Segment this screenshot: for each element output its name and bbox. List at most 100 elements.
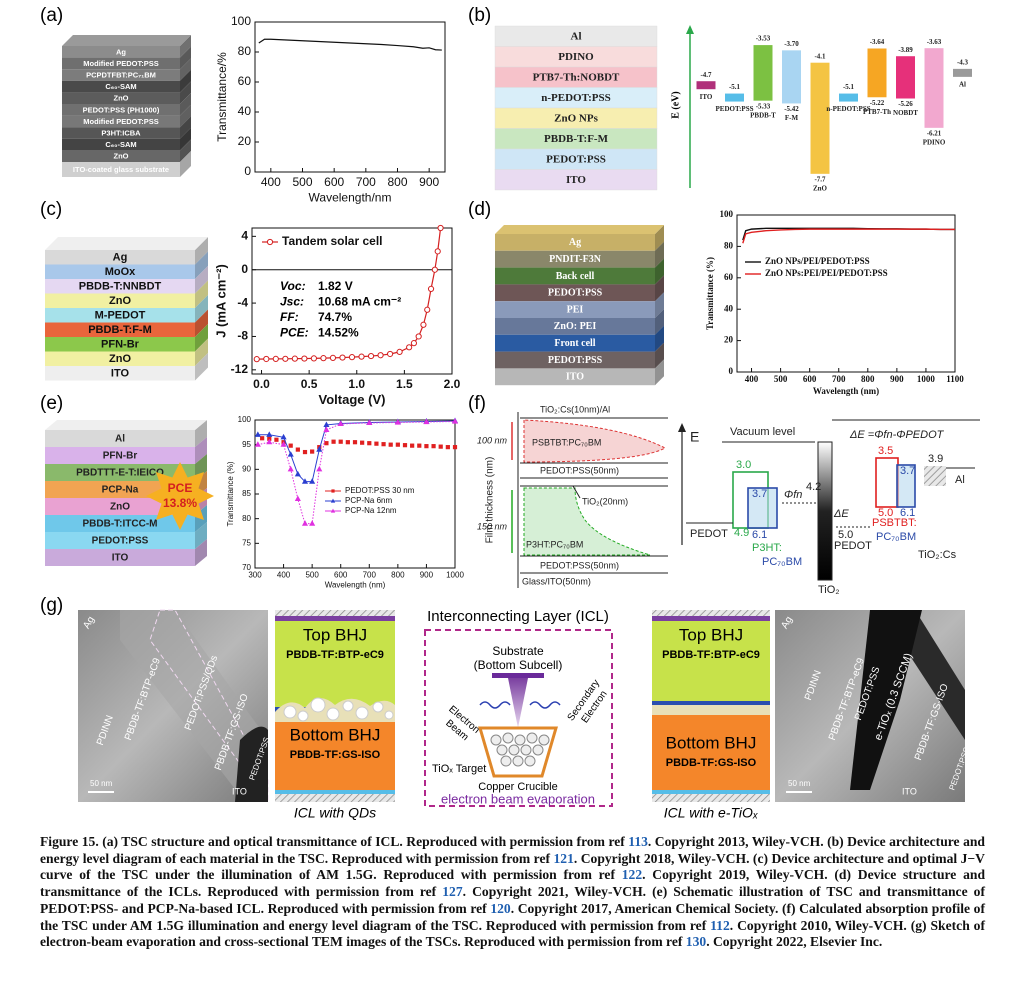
layer [45, 430, 195, 447]
shape [512, 755, 524, 767]
layer-side [655, 258, 664, 285]
y-tick-label: 100 [231, 14, 251, 28]
layer [62, 57, 180, 70]
level-value: -5.42 [784, 105, 799, 113]
layer-label: Modified PEDOT:PSS [83, 59, 158, 68]
layer-label: PBDB-T:ITCC-M [83, 519, 158, 530]
layer-side [180, 35, 191, 58]
layer-side [195, 539, 207, 566]
data-point [301, 520, 309, 526]
x-tick-label: 600 [803, 374, 817, 384]
pce-badge [146, 462, 214, 530]
data-point [366, 419, 373, 426]
x-tick-label: 600 [324, 175, 344, 189]
pdinn-layer [652, 616, 770, 621]
level-value: -4.3 [957, 58, 969, 66]
y-axis-label: Transmittance/% [215, 52, 229, 142]
layer-label: PBDB-T:F-M [544, 133, 609, 145]
level-value: 3.7 [900, 465, 915, 477]
layer-label: Glass/ITO(50nm) [522, 576, 591, 586]
layer [45, 351, 195, 366]
data-point [291, 355, 298, 362]
x-tick-label: 500 [292, 175, 312, 189]
ref[interactable]: 122 [621, 867, 643, 883]
data-point [280, 433, 287, 440]
energy-bar [696, 81, 716, 90]
ref[interactable]: 113 [628, 834, 648, 849]
data-point [381, 442, 386, 447]
layer-label: PEDOT:PSS(50nm) [540, 465, 619, 475]
data-point [331, 439, 336, 444]
layer-label: Ag [116, 47, 126, 56]
data-point [287, 465, 294, 472]
layer [62, 80, 180, 93]
layer [45, 532, 195, 549]
layer-top [62, 35, 191, 46]
level-value: -3.53 [756, 35, 771, 43]
x-axis-label: Wavelength (nm) [325, 581, 386, 590]
ref[interactable]: 120 [490, 900, 511, 916]
ref[interactable]: 127 [442, 884, 463, 900]
data-point [280, 441, 287, 447]
layer-label: PFN-Br [103, 451, 138, 462]
level-value: -5.33 [756, 102, 771, 110]
layer-label: ITO [566, 174, 586, 186]
y-tick-label: 75 [242, 538, 251, 547]
ref[interactable]: 121 [553, 850, 574, 866]
scale-label: 50 nm [90, 779, 113, 788]
x-tick-label: 900 [419, 175, 439, 189]
data-point [424, 444, 429, 449]
data-point [396, 348, 403, 355]
layer-side [655, 292, 664, 318]
substrate-bar [492, 673, 544, 678]
x-tick-label: 400 [277, 570, 291, 579]
ref[interactable]: 112 [710, 917, 730, 933]
thickness-label: 100 nm [477, 435, 508, 445]
tiox-layer [652, 705, 770, 715]
shape [310, 697, 326, 713]
layer-side [195, 251, 208, 279]
data-point [310, 449, 315, 454]
y-tick-label: 0 [729, 366, 734, 376]
arrow-head [686, 25, 694, 34]
data-point [323, 421, 330, 428]
x-tick-label: 900 [420, 570, 434, 579]
data-point [415, 333, 422, 340]
label: PC₇₀BM [762, 556, 802, 568]
level-value: 5.0 [878, 507, 893, 519]
x-tick-label: 700 [363, 570, 377, 579]
tem-band [120, 610, 268, 802]
level-value: -3.70 [784, 40, 799, 48]
level-name: NOBDT [893, 109, 918, 117]
layer [45, 322, 195, 337]
bottom-bhj [652, 715, 770, 790]
annotation-value: 10.68 mA cm⁻² [318, 295, 401, 309]
x-tick-label: 800 [861, 374, 875, 384]
ref[interactable]: 130 [685, 934, 707, 950]
level-name: PEDOT:PSS [716, 105, 754, 113]
plot-frame [251, 227, 453, 375]
energy-bar [782, 50, 801, 104]
data-point [427, 285, 435, 293]
panel-label: (c) [40, 199, 62, 220]
y-axis-label: J (mA cm⁻²) [213, 264, 228, 338]
legend-marker [331, 489, 335, 493]
level-value: -5.1 [729, 83, 741, 91]
layer-label: PEDOT:PSS [548, 355, 603, 366]
layer [495, 368, 655, 386]
layer-label: P3HT:PC₇₀BM [526, 539, 583, 549]
layer-side [180, 58, 191, 81]
plot-frame [736, 214, 956, 373]
layer-label: M-PEDOT [95, 310, 146, 322]
layer-label: P3HT:ICBA [101, 128, 141, 137]
data-point [423, 418, 430, 425]
x-tick-label: 800 [391, 570, 405, 579]
y-tick-label: -8 [237, 329, 248, 343]
layer-material: PBDB-TF:BTP-eC9 [662, 649, 760, 661]
shape [372, 701, 384, 713]
tem-label: ITO [902, 786, 917, 796]
data-point [339, 354, 346, 361]
level-name: ZnO [813, 184, 828, 192]
data-point [253, 356, 260, 363]
x-axis-label: Wavelength (nm) [813, 386, 879, 396]
